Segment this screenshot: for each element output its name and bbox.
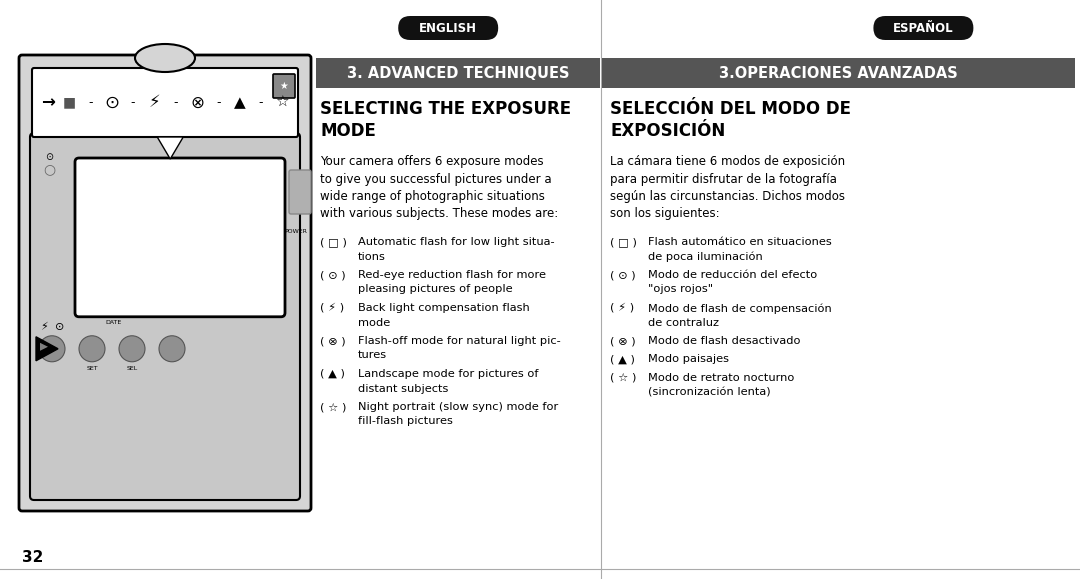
Text: ⊙: ⊙: [55, 322, 65, 332]
Text: La cámara tiene 6 modos de exposición
para permitir disfrutar de la fotografía
s: La cámara tiene 6 modos de exposición pa…: [610, 155, 846, 221]
Text: ⊙: ⊙: [45, 152, 53, 162]
FancyBboxPatch shape: [399, 16, 498, 40]
Text: ( ⊙ ): ( ⊙ ): [320, 270, 346, 280]
Text: de poca iluminación: de poca iluminación: [648, 251, 762, 262]
Text: tions: tions: [357, 251, 386, 262]
Text: -: -: [174, 96, 178, 109]
Text: distant subjects: distant subjects: [357, 383, 448, 394]
Text: 3.OPERACIONES AVANZADAS: 3.OPERACIONES AVANZADAS: [719, 65, 958, 80]
FancyBboxPatch shape: [289, 170, 311, 214]
Text: ( ▲ ): ( ▲ ): [320, 369, 345, 379]
Text: →: →: [41, 93, 55, 112]
Text: SEL: SEL: [126, 366, 137, 371]
Text: de contraluz: de contraluz: [648, 317, 719, 328]
Polygon shape: [36, 337, 58, 361]
Text: ESPAÑOL: ESPAÑOL: [893, 21, 954, 35]
Text: pleasing pictures of people: pleasing pictures of people: [357, 284, 513, 295]
Polygon shape: [158, 137, 184, 159]
Text: Back light compensation flash: Back light compensation flash: [357, 303, 530, 313]
Text: ⚡: ⚡: [149, 93, 160, 112]
Text: ☆: ☆: [275, 95, 288, 110]
FancyBboxPatch shape: [75, 158, 285, 317]
Text: Modo de flash de compensación: Modo de flash de compensación: [648, 303, 832, 313]
Text: mode: mode: [357, 317, 390, 328]
Text: "ojos rojos": "ojos rojos": [648, 284, 713, 295]
Text: ▲: ▲: [233, 95, 245, 110]
Text: Modo de reducción del efecto: Modo de reducción del efecto: [648, 270, 818, 280]
FancyBboxPatch shape: [273, 74, 295, 98]
Text: 3. ADVANCED TECHNIQUES: 3. ADVANCED TECHNIQUES: [347, 65, 569, 80]
Text: SET: SET: [86, 366, 98, 371]
Text: ( ⊗ ): ( ⊗ ): [610, 336, 636, 346]
Text: -: -: [258, 96, 262, 109]
Text: ( ⚡ ): ( ⚡ ): [320, 303, 345, 313]
Text: tures: tures: [357, 350, 387, 361]
Bar: [316, 58, 600, 88]
Polygon shape: [40, 343, 48, 351]
Text: Automatic flash for low light situa-: Automatic flash for low light situa-: [357, 237, 555, 247]
Text: ○: ○: [43, 162, 55, 176]
Text: Flash-off mode for natural light pic-: Flash-off mode for natural light pic-: [357, 336, 561, 346]
Text: -: -: [216, 96, 220, 109]
Text: ★: ★: [280, 81, 288, 91]
Text: Landscape mode for pictures of: Landscape mode for pictures of: [357, 369, 539, 379]
Circle shape: [119, 336, 145, 362]
Text: ⊙: ⊙: [105, 93, 120, 112]
Text: ( ☆ ): ( ☆ ): [320, 402, 347, 412]
Text: ( ⊗ ): ( ⊗ ): [320, 336, 346, 346]
Text: ( ⚡ ): ( ⚡ ): [610, 303, 634, 313]
Text: Flash automático en situaciones: Flash automático en situaciones: [648, 237, 832, 247]
Text: Modo paisajes: Modo paisajes: [648, 354, 729, 365]
FancyBboxPatch shape: [32, 68, 298, 137]
Text: Night portrait (slow sync) mode for: Night portrait (slow sync) mode for: [357, 402, 558, 412]
Text: SELECCIÓN DEL MODO DE
EXPOSICIÓN: SELECCIÓN DEL MODO DE EXPOSICIÓN: [610, 100, 851, 140]
Bar: [602, 58, 1075, 88]
Text: ( □ ): ( □ ): [320, 237, 347, 247]
Text: (sincronización lenta): (sincronización lenta): [648, 387, 771, 398]
Text: ■: ■: [63, 96, 76, 109]
Circle shape: [39, 336, 65, 362]
Text: Modo de retrato nocturno: Modo de retrato nocturno: [648, 373, 795, 383]
Text: Your camera offers 6 exposure modes
to give you successful pictures under a
wide: Your camera offers 6 exposure modes to g…: [320, 155, 558, 221]
Text: ⊗: ⊗: [190, 93, 204, 112]
Text: SELECTING THE EXPOSURE
MODE: SELECTING THE EXPOSURE MODE: [320, 100, 571, 140]
Text: ( ▲ ): ( ▲ ): [610, 354, 635, 365]
FancyBboxPatch shape: [30, 133, 300, 500]
Circle shape: [159, 336, 185, 362]
Text: Modo de flash desactivado: Modo de flash desactivado: [648, 336, 800, 346]
Text: ( ⊙ ): ( ⊙ ): [610, 270, 636, 280]
Circle shape: [79, 336, 105, 362]
FancyBboxPatch shape: [874, 16, 973, 40]
Text: ⚡: ⚡: [40, 322, 48, 332]
Text: fill-flash pictures: fill-flash pictures: [357, 416, 453, 427]
Text: ( □ ): ( □ ): [610, 237, 637, 247]
Ellipse shape: [135, 44, 195, 72]
Text: Red-eye reduction flash for more: Red-eye reduction flash for more: [357, 270, 546, 280]
FancyBboxPatch shape: [19, 55, 311, 511]
Text: -: -: [131, 96, 135, 109]
Text: ENGLISH: ENGLISH: [419, 21, 477, 35]
Text: 32: 32: [22, 550, 43, 565]
Text: POWER: POWER: [284, 229, 307, 234]
Text: DATE: DATE: [106, 320, 122, 325]
Text: ( ☆ ): ( ☆ ): [610, 373, 636, 383]
Text: -: -: [89, 96, 93, 109]
